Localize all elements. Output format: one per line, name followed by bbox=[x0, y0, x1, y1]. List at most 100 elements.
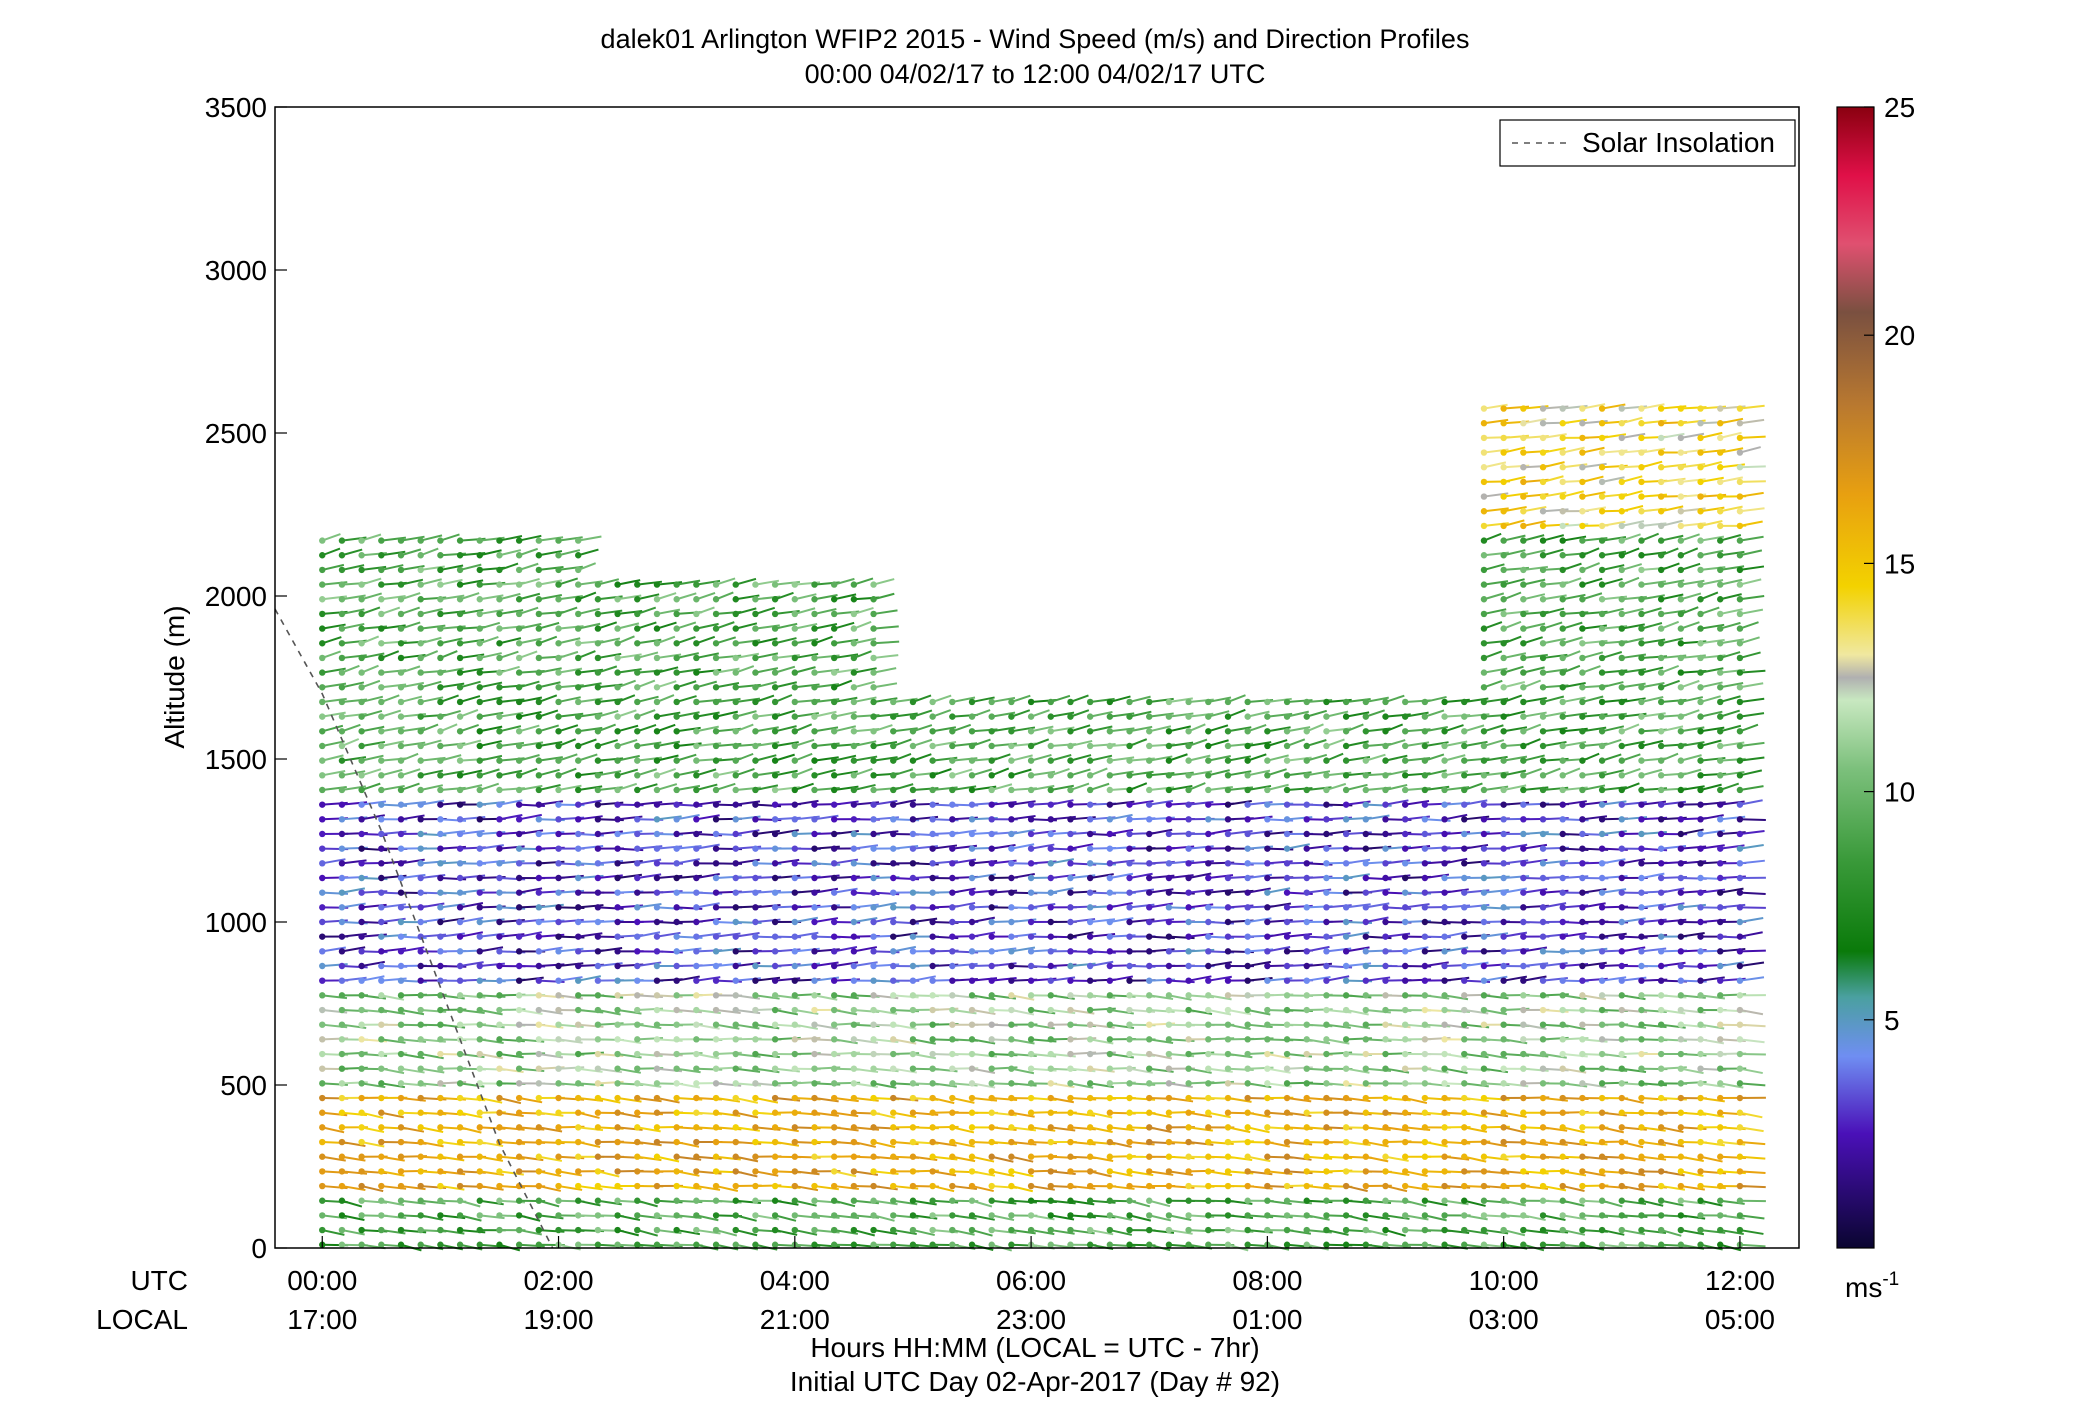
legend-label-solar-insolation: Solar Insolation bbox=[1582, 127, 1775, 158]
wind-barb bbox=[535, 635, 558, 647]
wind-barb bbox=[791, 767, 813, 779]
wind-barb bbox=[575, 1109, 600, 1119]
wind-barb bbox=[575, 548, 599, 559]
wind-barb bbox=[476, 652, 502, 662]
wind-barb bbox=[594, 1168, 620, 1178]
wind-barb bbox=[1736, 948, 1766, 955]
wind-barb bbox=[555, 549, 581, 559]
wind-barb bbox=[535, 667, 562, 676]
y-tick-label: 2500 bbox=[205, 418, 267, 449]
wind-barb bbox=[732, 752, 754, 764]
wind-barb bbox=[1736, 785, 1764, 794]
wind-barb bbox=[1736, 636, 1760, 647]
wind-barb bbox=[358, 754, 384, 764]
wind-barb bbox=[1480, 532, 1502, 544]
wind-barb bbox=[476, 946, 504, 955]
wind-barb bbox=[1736, 712, 1765, 720]
wind-barb bbox=[1736, 1241, 1766, 1248]
wind-barb bbox=[614, 782, 638, 794]
wind-barb bbox=[535, 681, 561, 691]
wind-barb bbox=[673, 1138, 700, 1148]
wind-barb bbox=[417, 1212, 444, 1221]
wind-barb bbox=[673, 621, 697, 632]
y-tick-label: 0 bbox=[251, 1233, 267, 1264]
wind-barb bbox=[1736, 1168, 1766, 1175]
wind-barb bbox=[378, 694, 400, 706]
wind-barb bbox=[850, 767, 873, 779]
wind-barb bbox=[338, 1226, 365, 1236]
wind-barb bbox=[555, 696, 581, 706]
wind-barb bbox=[338, 887, 366, 896]
wind-barb bbox=[535, 709, 559, 720]
x-axis-label-line2: Initial UTC Day 02-Apr-2017 (Day # 92) bbox=[790, 1366, 1280, 1397]
wind-barb bbox=[1224, 694, 1246, 706]
wind-barb bbox=[496, 725, 522, 735]
wind-barb bbox=[1047, 768, 1070, 779]
colorbar-tick-label: 15 bbox=[1884, 548, 1915, 579]
wind-barb bbox=[555, 738, 577, 750]
wind-barb bbox=[1165, 753, 1188, 764]
wind-barb bbox=[378, 606, 401, 618]
wind-barb bbox=[319, 1226, 345, 1236]
wind-barb bbox=[378, 1197, 405, 1207]
wind-barb bbox=[1067, 782, 1090, 794]
wind-barb bbox=[1047, 694, 1071, 706]
wind-barb bbox=[417, 1065, 445, 1074]
wind-barb bbox=[1736, 595, 1765, 603]
wind-barb bbox=[693, 1241, 719, 1251]
wind-barb bbox=[476, 782, 500, 794]
wind-barb bbox=[811, 635, 833, 647]
wind-barb bbox=[1736, 961, 1765, 970]
wind-barb bbox=[634, 724, 657, 735]
wind-barb bbox=[1736, 1065, 1763, 1075]
wind-barb bbox=[1224, 1241, 1249, 1252]
wind-barb bbox=[1382, 694, 1405, 706]
wind-barb bbox=[870, 592, 895, 603]
wind-barb bbox=[929, 694, 952, 706]
wind-barb bbox=[1362, 709, 1385, 720]
wind-barb bbox=[1736, 1212, 1765, 1220]
wind-barb bbox=[1067, 724, 1091, 735]
wind-barb bbox=[378, 740, 405, 750]
wind-barb bbox=[417, 1138, 444, 1148]
wind-barb bbox=[358, 635, 380, 647]
wind-barb bbox=[338, 1138, 366, 1147]
wind-barb bbox=[476, 1153, 504, 1162]
wind-barb bbox=[476, 1006, 503, 1016]
wind-barb bbox=[397, 535, 425, 544]
chart-title-line2: 00:00 04/02/17 to 12:00 04/02/17 UTC bbox=[805, 59, 1266, 89]
x-axis: 00:00 17:00 02:00 19:00 04:00 21:00 06:00 23:00… bbox=[287, 1236, 1775, 1335]
wind-barb bbox=[1559, 577, 1582, 588]
wind-barb bbox=[358, 960, 385, 970]
wind-barb bbox=[555, 637, 581, 647]
x-tick-label-local: 19:00 bbox=[523, 1304, 593, 1335]
wind-barb bbox=[1736, 889, 1766, 896]
wind-barb bbox=[456, 916, 484, 926]
wind-barb bbox=[319, 563, 345, 574]
wind-barb bbox=[456, 723, 479, 735]
wind-barb bbox=[515, 1094, 543, 1104]
wind-barb bbox=[1520, 636, 1543, 647]
wind-barb bbox=[1736, 682, 1764, 691]
wind-barb bbox=[515, 592, 541, 603]
wind-barb bbox=[594, 723, 616, 735]
wind-barb bbox=[909, 694, 932, 706]
wind-barb bbox=[673, 1080, 701, 1089]
wind-barb bbox=[830, 679, 853, 691]
wind-barb bbox=[1244, 753, 1267, 764]
wind-barb bbox=[358, 768, 382, 779]
wind-barb bbox=[1736, 1109, 1763, 1119]
wind-barb bbox=[535, 783, 561, 794]
wind-barb bbox=[634, 768, 658, 779]
wind-barb bbox=[968, 738, 991, 750]
wind-barb bbox=[634, 679, 656, 691]
wind-barb bbox=[319, 533, 341, 544]
wind-barb bbox=[693, 622, 719, 632]
wind-barb bbox=[1185, 723, 1206, 735]
wind-barb bbox=[594, 770, 622, 779]
wind-barb bbox=[397, 606, 420, 618]
wind-barb bbox=[771, 694, 793, 706]
wind-barb bbox=[1579, 562, 1600, 574]
wind-barb bbox=[1736, 418, 1765, 427]
